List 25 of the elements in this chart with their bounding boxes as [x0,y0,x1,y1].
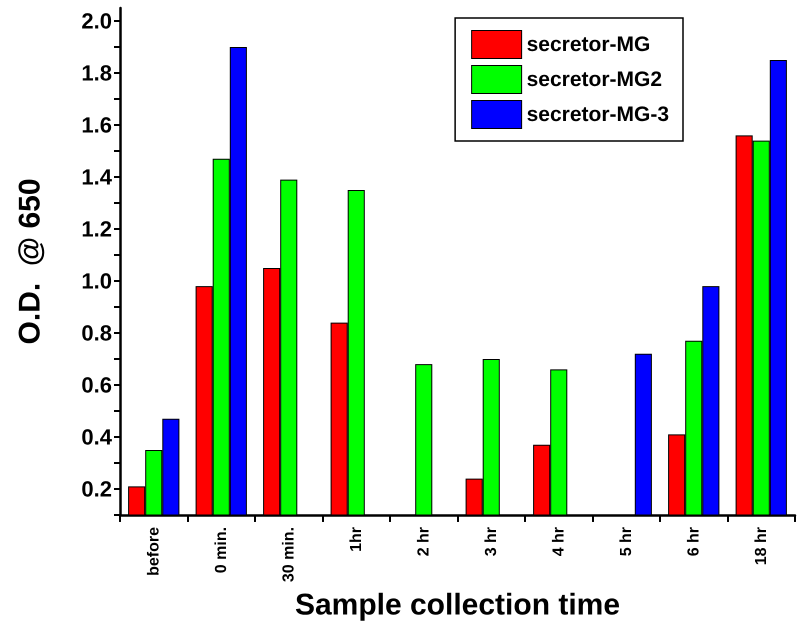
y-tick-label: 1.2 [81,216,112,242]
y-tick-label: 1.0 [81,268,112,294]
x-tick-label: 6 hr [685,526,702,556]
y-tick-label: 0.2 [81,476,112,502]
legend-label: secretor-MG2 [526,68,662,91]
y-tick-label: 2.0 [81,8,112,34]
y-tick-label: 1.8 [81,60,112,86]
x-tick-label: 2 hr [415,526,432,556]
legend-label: secretor-MG-3 [526,103,670,126]
y-tick-label: 1.6 [81,112,112,138]
x-tick-label: 5 hr [618,526,635,556]
x-tick-label: before [145,526,162,576]
x-tick-label: 3 hr [482,526,500,556]
y-tick-label: 0.8 [81,320,112,346]
x-tick-label: 1hr [348,526,365,552]
y-tick-label: 1.4 [81,164,113,190]
legend-label: secretor-MG [526,33,650,56]
y-tick-label: 0.4 [81,424,113,450]
x-axis-title: Sample collection time [294,588,620,622]
x-tick-label: 0 min. [212,526,230,574]
y-tick-label: 0.6 [81,372,112,398]
x-tick-label: 18 hr [752,526,770,566]
x-tick-label: 4 hr [550,526,568,556]
x-tick-label: 30 min. [280,526,298,582]
y-axis-title: O.D. @ 650 [14,178,46,344]
